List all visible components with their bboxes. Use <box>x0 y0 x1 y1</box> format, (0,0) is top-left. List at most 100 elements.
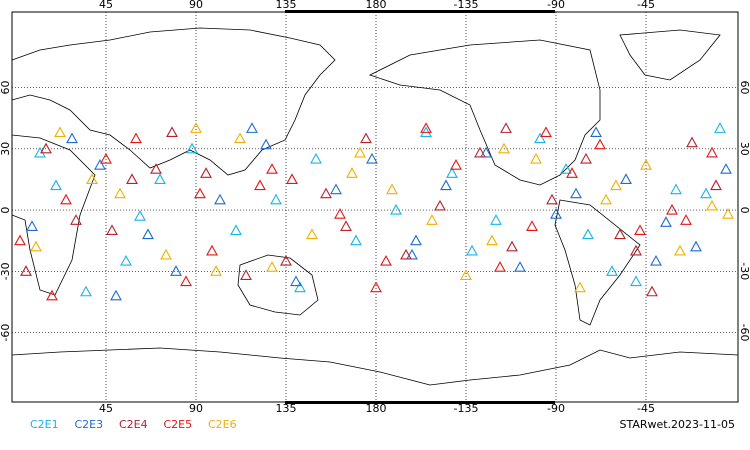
triangle-marker <box>210 265 222 276</box>
x-tick-label-top: 180 <box>366 0 387 11</box>
triangle-marker <box>570 187 582 199</box>
triangle-marker <box>580 152 592 164</box>
x-tick-label-top: 45 <box>99 0 113 11</box>
y-tick-label-left: 30 <box>0 142 12 156</box>
triangle-marker <box>434 199 446 211</box>
triangle-marker <box>186 142 198 154</box>
triangle-marker <box>446 167 458 178</box>
triangle-marker <box>270 193 282 205</box>
x-tick-label-bottom: -90 <box>547 402 565 415</box>
triangle-marker <box>334 208 346 219</box>
triangle-marker <box>714 122 726 133</box>
triangle-marker <box>66 132 78 144</box>
coast-south-america <box>554 199 641 326</box>
triangle-marker <box>590 126 602 138</box>
triangle-marker <box>294 281 306 293</box>
triangle-marker <box>320 187 332 199</box>
triangle-marker <box>534 132 546 144</box>
triangle-marker <box>620 173 632 184</box>
triangle-marker <box>180 275 192 287</box>
triangle-marker <box>20 265 32 276</box>
triangle-marker <box>50 179 62 191</box>
triangle-marker <box>674 244 686 256</box>
triangle-marker <box>566 167 578 178</box>
triangle-marker <box>130 132 142 144</box>
triangle-marker <box>530 152 542 164</box>
x-tick-label-bottom: -45 <box>637 402 655 415</box>
triangle-marker <box>120 254 132 266</box>
triangle-marker <box>494 261 506 272</box>
triangle-marker <box>370 281 382 293</box>
y-tick-label-right: -60 <box>738 324 750 342</box>
legend-entry: C2E3 <box>75 418 104 431</box>
coast-antarctica <box>11 347 739 386</box>
triangle-marker <box>266 163 278 174</box>
triangle-marker <box>306 228 318 240</box>
triangle-marker <box>700 187 712 199</box>
triangle-marker <box>606 265 618 276</box>
triangle-marker <box>134 210 146 221</box>
triangle-marker <box>560 163 572 174</box>
x-tick-label-top: 135 <box>276 0 297 11</box>
triangle-marker <box>154 173 166 184</box>
triangle-marker <box>206 244 218 256</box>
triangle-marker <box>290 275 302 287</box>
x-tick-label-bottom: 135 <box>276 402 297 415</box>
triangle-marker <box>214 193 226 205</box>
triangle-marker <box>540 126 552 138</box>
triangle-marker <box>670 183 682 195</box>
triangle-marker <box>680 214 692 225</box>
triangle-marker <box>170 265 182 276</box>
triangle-marker <box>546 193 558 205</box>
triangle-marker <box>426 214 438 225</box>
x-tick-label-bottom: 90 <box>189 402 203 415</box>
triangle-marker <box>14 234 26 246</box>
triangle-marker <box>70 214 82 225</box>
triangle-marker <box>646 285 658 297</box>
triangle-marker <box>230 224 242 236</box>
triangle-marker <box>260 138 272 150</box>
triangle-marker <box>310 152 322 164</box>
y-tick-label-right: 60 <box>738 81 750 95</box>
triangle-marker <box>490 214 502 225</box>
triangle-marker <box>500 122 512 133</box>
triangle-marker <box>360 132 372 144</box>
triangle-marker <box>366 152 378 164</box>
triangle-marker <box>614 228 626 240</box>
chart-title: STARwet.2023-11-05 <box>619 418 735 431</box>
triangle-marker <box>486 234 498 246</box>
triangle-marker <box>30 240 42 252</box>
triangle-marker <box>166 126 178 138</box>
x-tick-label-bottom: 180 <box>366 402 387 415</box>
triangle-marker <box>498 142 510 154</box>
coast-africa <box>11 134 96 296</box>
points <box>14 122 734 301</box>
triangle-marker <box>660 216 672 227</box>
frame-bar-top <box>285 10 555 13</box>
triangle-marker <box>190 122 202 133</box>
triangle-marker <box>460 269 472 280</box>
triangle-marker <box>100 152 112 164</box>
triangle-marker <box>406 248 418 260</box>
triangle-marker <box>722 208 734 219</box>
x-tick-label-top: -45 <box>637 0 655 11</box>
coast-greenland <box>619 29 721 81</box>
triangle-marker <box>40 142 52 154</box>
triangle-marker <box>386 183 398 195</box>
triangle-marker <box>582 228 594 240</box>
triangle-marker <box>266 261 278 272</box>
triangle-marker <box>142 228 154 240</box>
triangle-marker <box>600 193 612 205</box>
triangle-marker <box>514 261 526 272</box>
triangle-marker <box>574 281 586 293</box>
triangle-marker <box>630 244 642 256</box>
triangle-marker <box>390 203 402 215</box>
triangle-marker <box>666 203 678 215</box>
triangle-marker <box>480 146 492 158</box>
triangle-marker <box>720 163 732 174</box>
coastlines <box>11 27 739 386</box>
triangle-marker <box>54 126 66 138</box>
triangle-marker <box>706 199 718 211</box>
y-tick-label-left: -30 <box>0 262 12 280</box>
